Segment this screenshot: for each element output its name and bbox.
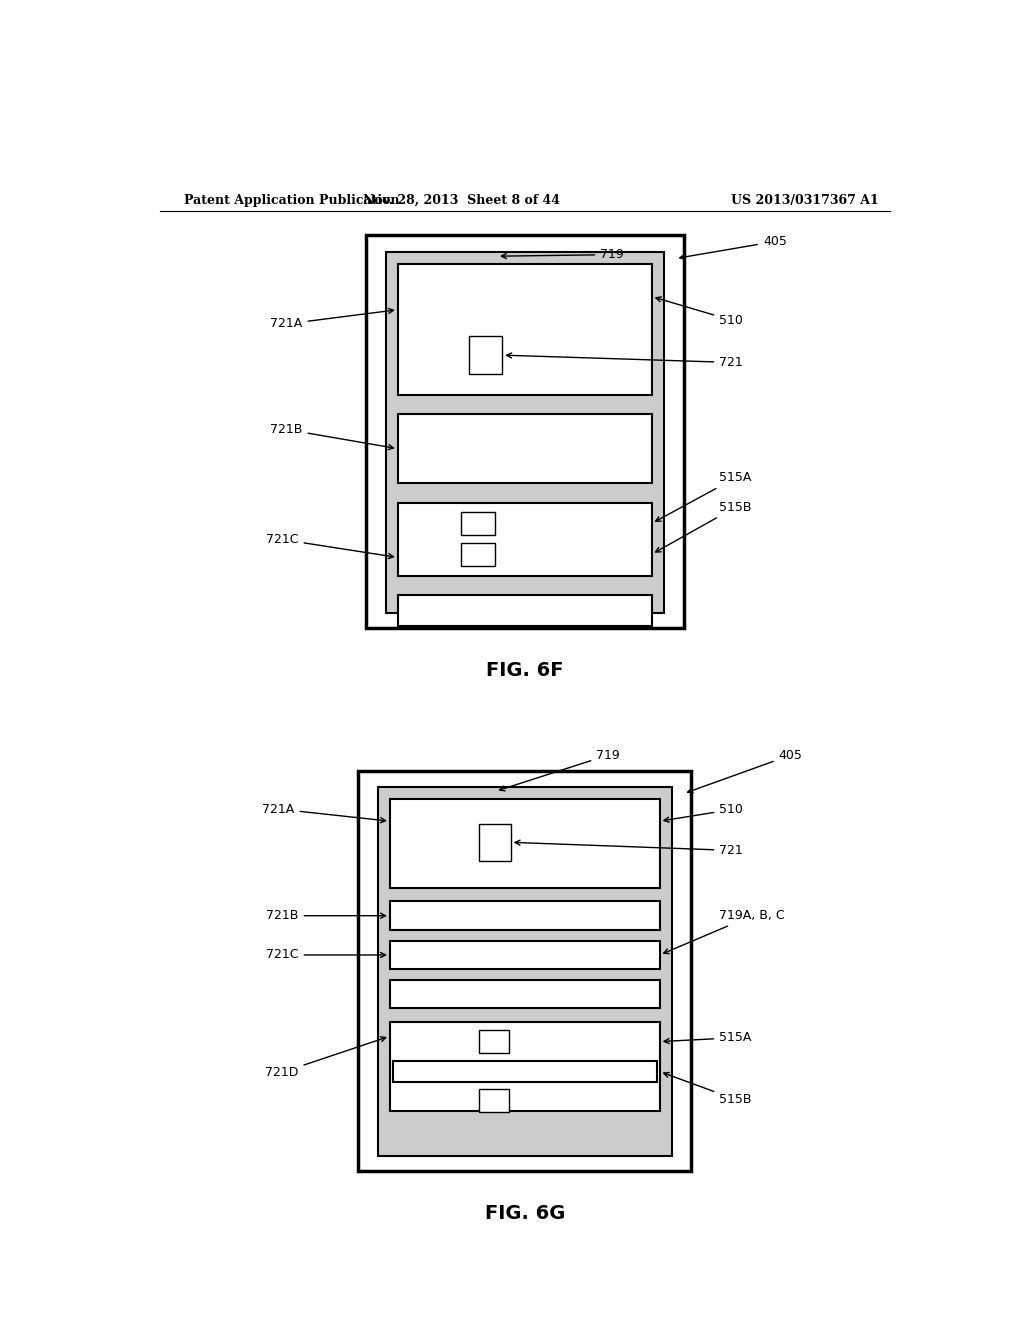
Bar (390, 941, 659, 969)
Bar (393, 1061, 656, 1082)
Text: US 2013/0317367 A1: US 2013/0317367 A1 (731, 194, 879, 207)
Text: 515A: 515A (664, 1031, 752, 1044)
Text: 721B: 721B (266, 909, 386, 923)
Bar (397, 503, 652, 576)
Bar (397, 414, 652, 483)
Bar (462, 512, 495, 535)
Text: 721C: 721C (266, 949, 386, 961)
Text: 405: 405 (687, 748, 803, 793)
Text: 405: 405 (680, 235, 786, 260)
Bar (479, 824, 511, 861)
Text: FIG. 6F: FIG. 6F (486, 661, 563, 680)
Text: FIG. 6G: FIG. 6G (484, 1204, 565, 1222)
Text: 721A: 721A (270, 309, 393, 330)
Bar (390, 902, 659, 929)
Text: 515B: 515B (664, 1072, 752, 1106)
Text: 721D: 721D (265, 1036, 386, 1078)
Bar (378, 788, 672, 1155)
Bar (390, 979, 659, 1008)
Bar (397, 264, 652, 395)
Bar (479, 1089, 509, 1111)
Bar (469, 335, 502, 375)
Text: 721C: 721C (266, 533, 393, 558)
Text: 719A, B, C: 719A, B, C (664, 909, 784, 953)
Text: 721: 721 (515, 840, 743, 857)
Text: 721B: 721B (270, 422, 393, 450)
Text: Patent Application Publication: Patent Application Publication (183, 194, 399, 207)
Bar (367, 235, 684, 628)
Text: 515B: 515B (655, 500, 752, 552)
Text: 721A: 721A (262, 803, 386, 822)
Bar (462, 543, 495, 566)
Text: 719: 719 (500, 748, 620, 791)
Bar (479, 1030, 509, 1053)
Text: Nov. 28, 2013  Sheet 8 of 44: Nov. 28, 2013 Sheet 8 of 44 (362, 194, 560, 207)
Text: 719: 719 (502, 248, 624, 261)
Bar (390, 799, 659, 887)
Bar (386, 252, 664, 612)
Text: 721: 721 (507, 352, 743, 370)
Bar (397, 595, 652, 626)
Text: 510: 510 (664, 803, 743, 822)
Text: 515A: 515A (655, 471, 752, 521)
Bar (358, 771, 691, 1171)
Bar (390, 1022, 659, 1111)
Text: 510: 510 (656, 297, 743, 326)
